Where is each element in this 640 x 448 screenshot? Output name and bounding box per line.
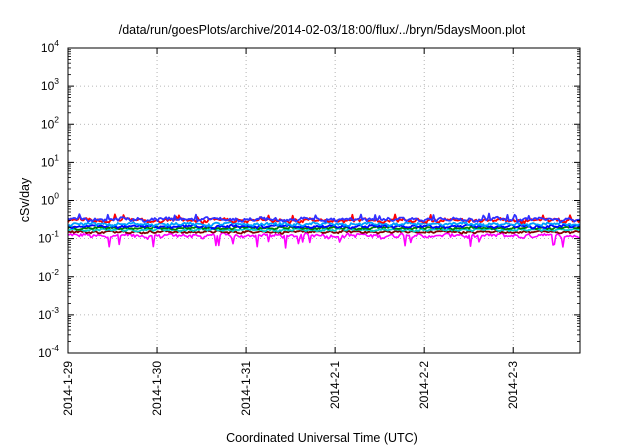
- y-tick-exponent: 3: [54, 76, 59, 86]
- series-line: [67, 220, 581, 228]
- y-tick-exponent: -1: [51, 229, 59, 239]
- x-tick-label: 2014-2-1: [328, 361, 342, 409]
- y-tick-label: 101: [41, 152, 59, 169]
- series-line: [67, 232, 581, 249]
- ticks: [67, 47, 580, 354]
- x-tick-label: 2014-2-3: [506, 361, 520, 409]
- y-tick-exponent: 4: [54, 38, 59, 48]
- y-tick-exponent: -4: [51, 343, 59, 353]
- tick-labels: 10-410-310-210-11001011021031042014-1-29…: [38, 38, 520, 416]
- y-tick-base: 10: [38, 308, 52, 322]
- chart-title: /data/run/goesPlots/archive/2014-02-03/1…: [119, 23, 526, 37]
- y-tick-base: 10: [41, 155, 55, 169]
- y-axis-label: cSv/day: [18, 177, 32, 222]
- y-tick-label: 10-2: [38, 267, 59, 284]
- y-tick-exponent: -3: [51, 305, 59, 315]
- y-tick-base: 10: [41, 41, 55, 55]
- y-tick-label: 10-4: [38, 343, 59, 360]
- x-axis-label: Coordinated Universal Time (UTC): [226, 431, 418, 445]
- y-tick-label: 10-3: [38, 305, 59, 322]
- y-tick-base: 10: [38, 232, 52, 246]
- series-lines: [67, 212, 581, 249]
- y-tick-base: 10: [38, 270, 52, 284]
- y-tick-label: 10-1: [38, 229, 59, 246]
- y-tick-exponent: 0: [54, 191, 59, 201]
- series-line: [67, 229, 581, 235]
- x-tick-label: 2014-2-2: [417, 361, 431, 409]
- x-tick-label: 2014-1-30: [150, 361, 164, 416]
- y-tick-base: 10: [41, 194, 55, 208]
- y-tick-label: 102: [41, 114, 59, 131]
- y-tick-base: 10: [41, 117, 55, 131]
- y-tick-exponent: -2: [51, 267, 59, 277]
- y-tick-label: 103: [41, 76, 59, 93]
- grid: [68, 48, 580, 353]
- y-tick-label: 100: [41, 191, 59, 208]
- y-tick-exponent: 1: [54, 152, 59, 162]
- y-tick-exponent: 2: [54, 114, 59, 124]
- x-tick-label: 2014-1-31: [239, 361, 253, 416]
- y-tick-base: 10: [41, 79, 55, 93]
- x-tick-label: 2014-1-29: [61, 361, 75, 416]
- y-tick-base: 10: [38, 346, 52, 360]
- y-tick-label: 104: [41, 38, 59, 55]
- series-line: [67, 212, 581, 224]
